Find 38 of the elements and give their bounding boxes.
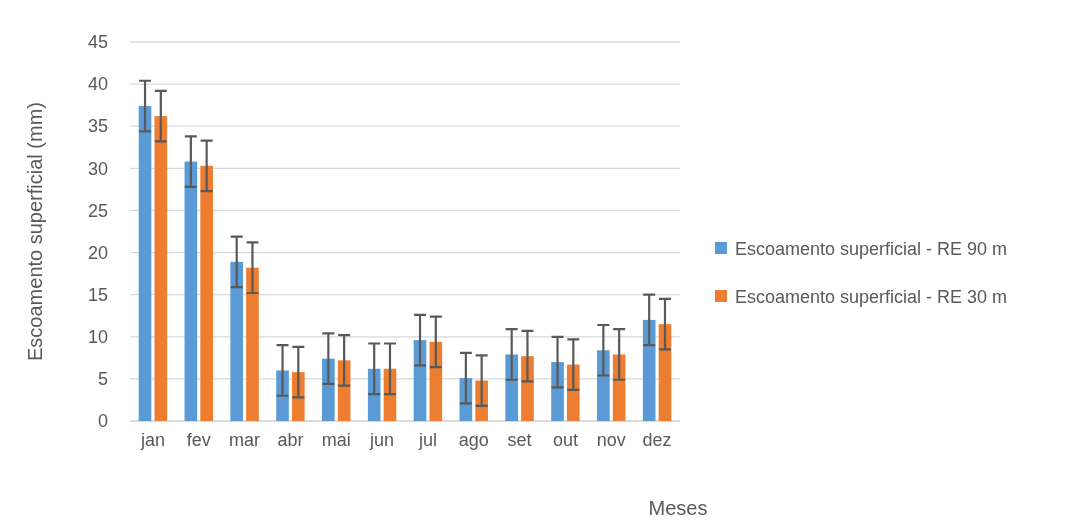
y-tick-label: 25 [87,200,108,221]
bar [246,267,259,421]
bar [367,368,381,421]
y-tick-label: 35 [87,116,108,137]
y-tick-label: 15 [87,284,108,305]
x-axis-title: Meses [648,497,708,519]
bar [184,161,198,421]
bar [322,358,335,421]
bar [505,354,518,421]
bar [230,261,243,421]
bar [597,350,610,421]
x-tick-label: jan [139,429,165,450]
legend-label: Escoamento superficial - RE 30 m [735,287,1008,307]
x-tick-label: dez [642,429,672,450]
x-tick-label: mai [321,429,351,450]
bar [154,116,168,421]
x-tick-label: fev [186,429,211,450]
bar [138,106,152,421]
x-tick-label: jul [417,429,437,450]
x-tick-label: set [507,429,532,450]
x-tick-label: jun [369,429,395,450]
bar [200,165,213,421]
x-tick-label: out [552,429,578,450]
legend-label: Escoamento superficial - RE 90 m [735,239,1008,259]
y-tick-label: 30 [87,158,108,179]
y-tick-label: 20 [87,242,108,263]
y-tick-label: 0 [97,411,108,432]
x-tick-label: abr [277,429,304,450]
x-tick-label: nov [596,429,626,450]
bar [642,319,656,421]
bar [429,341,443,421]
y-axis-title: Escoamento superficial (mm) [24,102,46,361]
y-tick-label: 45 [87,32,108,53]
y-tick-label: 40 [87,74,108,95]
x-tick-label: ago [458,429,489,450]
y-tick-label: 5 [97,369,108,390]
x-tick-label: mar [229,429,261,450]
y-tick-label: 10 [87,327,108,348]
